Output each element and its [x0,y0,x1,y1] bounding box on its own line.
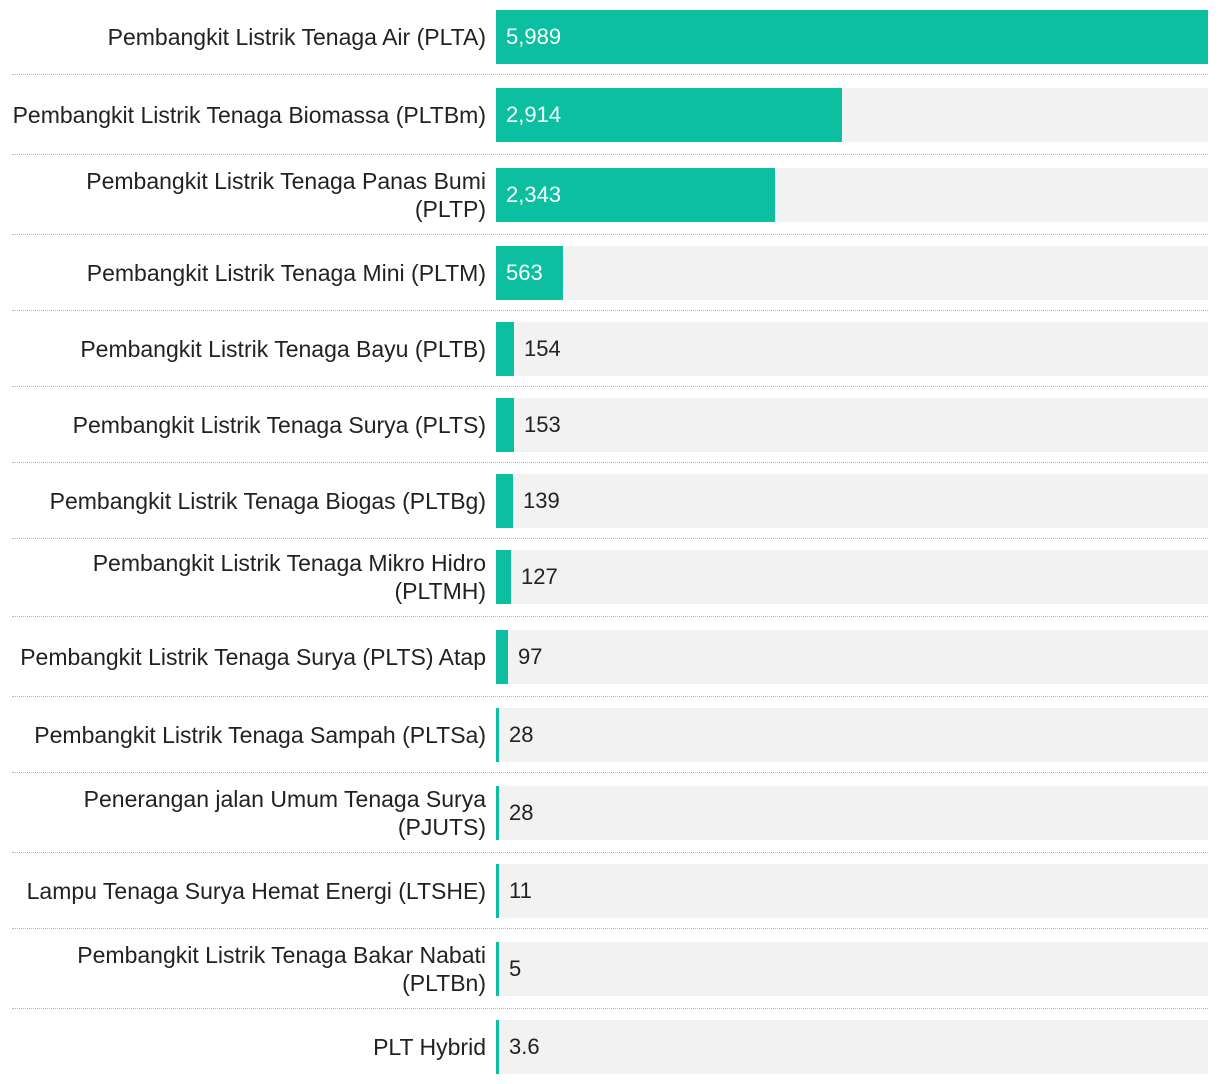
value-label: 127 [521,564,558,589]
value-label: 154 [524,336,561,361]
bar-track: 139 [496,474,1208,528]
bar-track: 154 [496,322,1208,376]
bar-track: 563 [496,246,1208,300]
value-label: 153 [524,412,561,437]
bar-row: Pembangkit Listrik Tenaga Surya (PLTS) 15… [0,398,1220,452]
row-divider [12,852,1208,853]
bar-row: Pembangkit Listrik Tenaga Panas Bumi (PL… [0,168,1220,222]
category-label: Pembangkit Listrik Tenaga Panas Bumi (PL… [86,168,486,222]
row-divider [12,772,1208,773]
bar-track: 28 [496,786,1208,840]
category-label: Lampu Tenaga Surya Hemat Energi (LTSHE) [26,878,486,904]
bar-row: Pembangkit Listrik Tenaga Sampah (PLTSa)… [0,708,1220,762]
bar [496,246,563,300]
category-label: PLT Hybrid [373,1034,486,1060]
category-label: Pembangkit Listrik Tenaga Bayu (PLTB) [80,336,486,362]
value-label: 563 [506,260,543,285]
bar-row: Penerangan jalan Umum Tenaga Surya (PJUT… [0,786,1220,840]
value-label: 3.6 [509,1034,540,1059]
bar-row: Pembangkit Listrik Tenaga Biomassa (PLTB… [0,88,1220,142]
bar-row: Pembangkit Listrik Tenaga Mini (PLTM) 563 [0,246,1220,300]
row-divider [12,928,1208,929]
row-divider [12,1008,1208,1009]
bar [496,10,1208,64]
row-divider [12,386,1208,387]
row-divider [12,234,1208,235]
row-divider [12,538,1208,539]
category-label: Penerangan jalan Umum Tenaga Surya (PJUT… [83,786,486,840]
bar-row: Pembangkit Listrik Tenaga Surya (PLTS) A… [0,630,1220,684]
bar [496,474,513,528]
row-divider [12,310,1208,311]
row-divider [12,154,1208,155]
value-label: 97 [518,644,543,669]
value-label: 2,914 [506,102,562,127]
bar [496,786,499,840]
row-divider [12,696,1208,697]
bar-row: Pembangkit Listrik Tenaga Mikro Hidro (P… [0,550,1220,604]
bar-row: Pembangkit Listrik Tenaga Bayu (PLTB) 154 [0,322,1220,376]
category-label: Pembangkit Listrik Tenaga Mini (PLTM) [86,260,486,286]
category-label: Pembangkit Listrik Tenaga Mikro Hidro (P… [92,550,486,604]
bar [496,550,511,604]
bar [496,864,499,918]
bar-track: 28 [496,708,1208,762]
bar [496,168,775,222]
bar-track: 2,914 [496,88,1208,142]
bar-row: Lampu Tenaga Surya Hemat Energi (LTSHE) 1… [0,864,1220,918]
category-label: Pembangkit Listrik Tenaga Air (PLTA) [107,24,486,50]
bar [496,88,842,142]
bar-track: 153 [496,398,1208,452]
value-label: 11 [509,878,532,903]
category-label: Pembangkit Listrik Tenaga Bakar Nabati (… [77,942,486,996]
value-label: 28 [509,800,534,825]
bar [496,1020,499,1074]
bar-track: 5,989 [496,10,1208,64]
category-label: Pembangkit Listrik Tenaga Surya (PLTS) [72,412,486,438]
category-label: Pembangkit Listrik Tenaga Biogas (PLTBg) [49,488,486,514]
bar-track: 5 [496,942,1208,996]
bar [496,708,499,762]
row-divider [12,462,1208,463]
value-label: 5 [509,956,522,981]
category-label: Pembangkit Listrik Tenaga Sampah (PLTSa) [34,722,486,748]
bar-track: 2,343 [496,168,1208,222]
bar [496,630,508,684]
value-label: 139 [523,488,560,513]
row-divider [12,74,1208,75]
value-label: 5,989 [506,24,562,49]
bar-row: Pembangkit Listrik Tenaga Bakar Nabati (… [0,942,1220,996]
bar-track: 127 [496,550,1208,604]
bar-row: Pembangkit Listrik Tenaga Air (PLTA) 5,98… [0,10,1220,64]
row-divider [12,616,1208,617]
bar-row: PLT Hybrid 3.6 [0,1020,1220,1074]
bar-track: 97 [496,630,1208,684]
bar-row: Pembangkit Listrik Tenaga Biogas (PLTBg)… [0,474,1220,528]
bar-track: 11 [496,864,1208,918]
bar [496,942,499,996]
bar [496,398,514,452]
category-label: Pembangkit Listrik Tenaga Surya (PLTS) A… [20,644,486,670]
value-label: 28 [509,722,534,747]
category-label: Pembangkit Listrik Tenaga Biomassa (PLTB… [12,102,486,128]
bar-track: 3.6 [496,1020,1208,1074]
value-label: 2,343 [506,182,562,207]
bar [496,322,514,376]
